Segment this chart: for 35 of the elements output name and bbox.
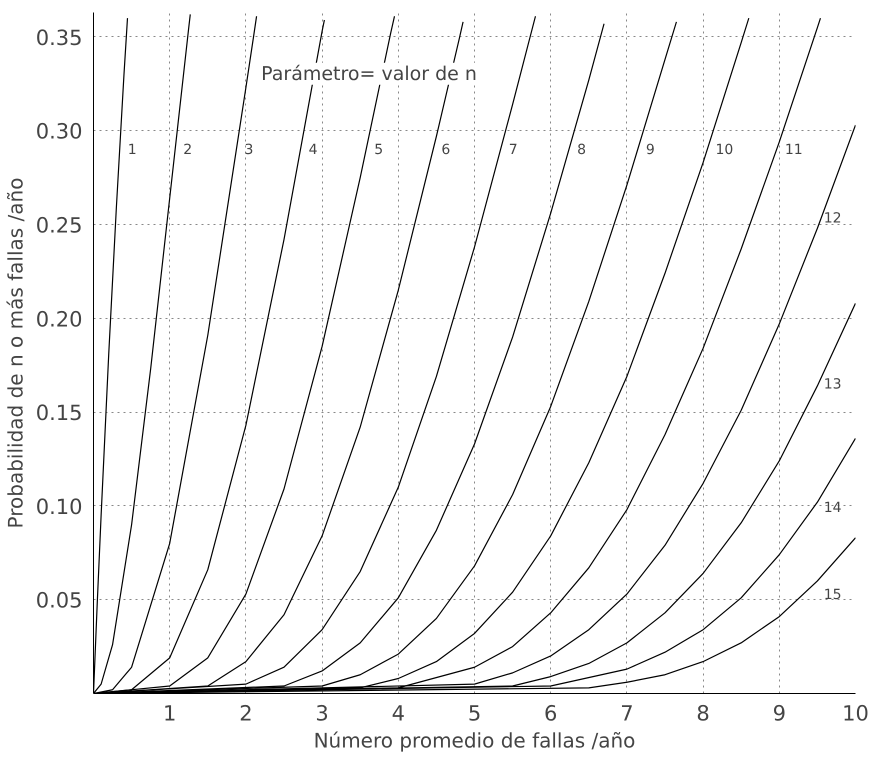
y-tick-label: 0.35 [36, 26, 83, 50]
series-label: 14 [824, 500, 842, 516]
y-tick-label: 0.10 [36, 494, 83, 519]
x-tick-label: 3 [315, 702, 329, 726]
x-tick-label: 2 [239, 702, 253, 726]
series-label: 5 [374, 142, 384, 158]
y-axis-title: Probabilidad de n o más fallas /año [4, 178, 28, 528]
x-tick-label: 9 [772, 702, 786, 726]
y-tick-label: 0.25 [36, 213, 83, 238]
series-label: 11 [784, 142, 803, 158]
x-tick-label: 1 [163, 702, 176, 726]
series-label: 7 [508, 142, 518, 158]
y-tick-label: 0.15 [36, 401, 83, 426]
series-label: 10 [716, 142, 734, 158]
x-tick-label: 10 [842, 702, 869, 726]
series-label: 2 [183, 142, 192, 158]
y-tick-label: 0.30 [36, 120, 83, 144]
series-label: 9 [646, 142, 655, 158]
series-label: 15 [824, 587, 842, 604]
y-tick-label: 0.20 [36, 307, 83, 332]
x-tick-label: 8 [696, 702, 710, 726]
series-label: 6 [441, 142, 450, 158]
x-tick-label: 7 [620, 702, 634, 726]
series-label: 12 [824, 210, 842, 226]
x-tick-label: 4 [392, 702, 405, 726]
x-tick-label: 6 [544, 702, 558, 726]
x-tick-label: 5 [468, 702, 482, 726]
series-label: 13 [824, 376, 842, 392]
series-label: 1 [128, 142, 137, 158]
x-axis-title: Número promedio de fallas /año [314, 728, 636, 752]
series-label: 3 [244, 142, 254, 158]
annotation: Parámetro= valor de n [261, 62, 477, 85]
series-label: 8 [577, 142, 586, 158]
series-label: 4 [308, 142, 318, 158]
y-tick-label: 0.05 [36, 588, 83, 613]
